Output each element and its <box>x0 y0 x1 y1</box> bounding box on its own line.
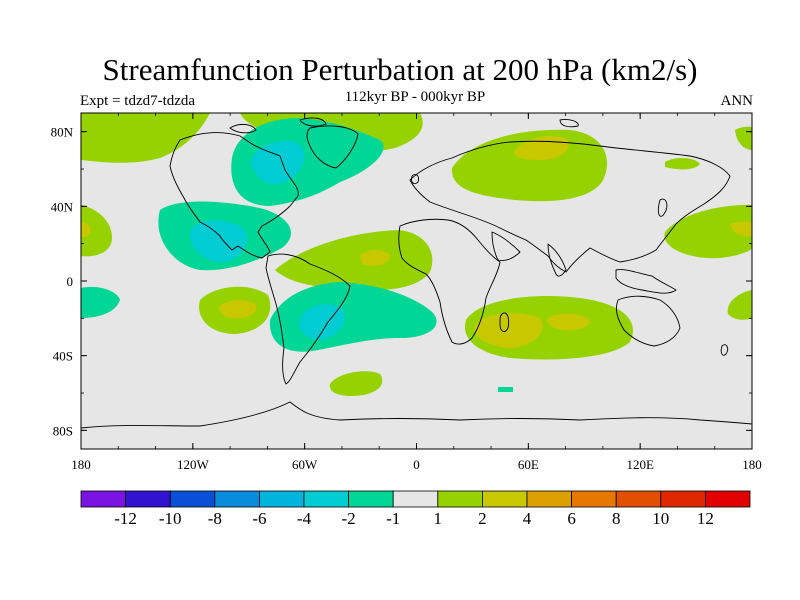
contour-n-america-core <box>250 140 305 185</box>
contour-indian-core <box>474 313 543 348</box>
contour-w-pacific-pos <box>81 205 112 257</box>
x-tick-label: 180 <box>742 457 762 472</box>
coast-india <box>547 243 567 277</box>
coastlines <box>81 117 752 429</box>
coast-arabia <box>491 231 521 261</box>
season-label: ANN <box>720 93 754 109</box>
colorbar-swatch <box>571 490 617 508</box>
y-tick-label: 40N <box>51 199 74 214</box>
contour-small-japan <box>665 158 700 170</box>
colorbar-swatch <box>526 490 572 508</box>
colorbar-swatch <box>705 490 751 508</box>
colorbar-label: 6 <box>567 509 576 528</box>
coast-british-isles <box>411 173 419 185</box>
colorbar-swatch <box>481 490 528 508</box>
colorbar-label: -8 <box>208 509 222 528</box>
contour-gulf-core <box>189 220 248 263</box>
colorbar-label: 10 <box>652 509 669 528</box>
chart-subtitle: 112kyr BP - 000kyr BP <box>344 89 486 105</box>
coast-madagascar <box>499 312 510 332</box>
colorbar-label: 12 <box>697 509 714 528</box>
coast-south-america <box>265 253 351 385</box>
colorbar-label: -12 <box>114 509 137 528</box>
colorbar-swatch <box>660 490 706 508</box>
contour-nw-pacific <box>81 113 210 163</box>
contour-ne-edge <box>735 126 752 150</box>
colorbar-swatch <box>348 490 394 508</box>
colorbar-swatch <box>258 490 305 508</box>
colorbar-swatch <box>303 490 349 508</box>
contour-eurasia <box>451 129 608 202</box>
coast-africa <box>398 218 501 345</box>
x-tick-label: 60E <box>518 457 539 472</box>
contour-se-pacific-core <box>219 300 257 319</box>
contour-w-pacific-core <box>81 222 91 238</box>
contour-small-southern <box>498 387 513 392</box>
contour-c-pacific-neg <box>81 286 120 318</box>
coast-se-asia-islands <box>615 269 677 294</box>
colorbar-label: -1 <box>386 509 400 528</box>
contour-s-atlantic <box>329 371 383 396</box>
colorbar-swatch <box>169 490 216 508</box>
colorbar-label: -6 <box>252 509 266 528</box>
chart-title: Streamfunction Perturbation at 200 hPa (… <box>102 52 698 87</box>
contour-east-pacific-s <box>727 290 752 320</box>
contour-atlantic-core <box>360 249 390 266</box>
y-tick-label: 0 <box>67 274 74 289</box>
contour-e-pacific-core <box>730 221 752 237</box>
colorbar-label: 4 <box>523 509 532 528</box>
coast-antarctica <box>81 401 752 429</box>
colorbar-swatch <box>125 490 171 508</box>
coast-greenland <box>306 125 359 169</box>
contour-tropical-atlantic <box>275 230 433 291</box>
x-tick-label: 180 <box>71 457 91 472</box>
x-tick-label: 120E <box>626 457 654 472</box>
contour-fills <box>81 113 752 396</box>
contour-s-america-core <box>299 304 345 340</box>
y-tick-label: 80N <box>51 125 74 140</box>
colorbar-label: -2 <box>342 509 356 528</box>
coast-north-america <box>169 132 299 259</box>
colorbar-swatch <box>80 490 126 508</box>
colorbar-label: 2 <box>478 509 487 528</box>
colorbar-swatch <box>437 490 483 508</box>
y-tick-label: 40S <box>53 349 73 364</box>
contour-w-pacific-pos-east <box>664 204 752 259</box>
y-tick-label: 80S <box>53 423 73 438</box>
x-tick-label: 120W <box>177 457 210 472</box>
colorbar-swatch <box>214 490 260 508</box>
colorbar-swatch <box>392 490 439 508</box>
colorbar-label: -4 <box>297 509 312 528</box>
coast-eurasia <box>409 140 731 273</box>
colorbar-label: -10 <box>159 509 182 528</box>
experiment-label: Expt = tdzd7-tdzda <box>80 93 196 109</box>
contour-indian-core-2 <box>547 313 590 331</box>
contour-n-america-neg <box>231 118 384 206</box>
axes: 180 120W 60W 0 60E 120E 180 80N 40N 0 40S 80S <box>51 113 762 472</box>
colorbar-label: 1 <box>434 509 443 528</box>
coast-new-zealand <box>720 344 729 356</box>
coast-australia <box>615 295 681 347</box>
colorbar-swatch <box>615 490 662 508</box>
colorbar-label: 8 <box>612 509 621 528</box>
coast-japan <box>657 198 668 217</box>
coast-arctic-islands <box>229 117 579 134</box>
x-tick-label: 0 <box>413 457 420 472</box>
colorbar: -12 -10 -8 -6 -4 -2 -1 1 2 4 6 8 10 12 <box>80 490 751 528</box>
x-tick-label: 60W <box>292 457 318 472</box>
